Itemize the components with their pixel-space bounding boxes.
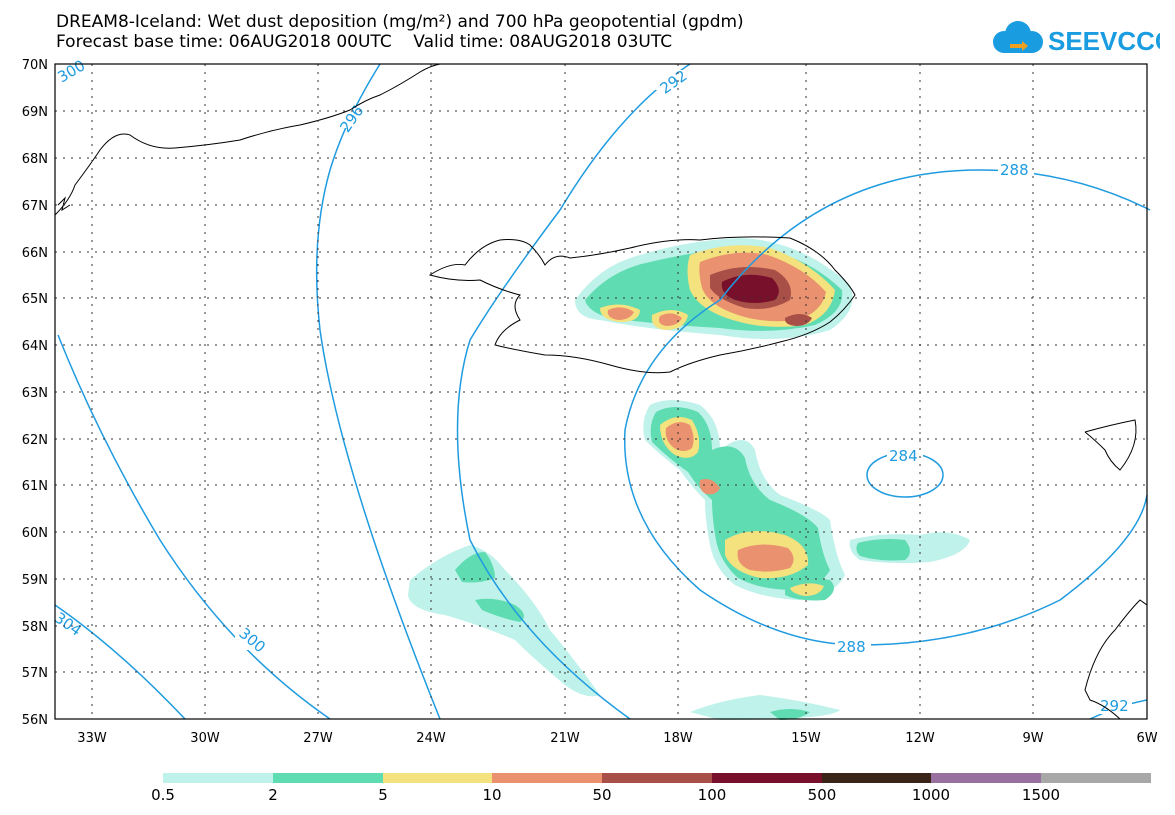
lon-label: 9W — [1022, 731, 1043, 746]
legend-label: 50 — [592, 786, 612, 804]
lat-label: 60N — [22, 526, 48, 541]
legend-swatch — [602, 773, 712, 783]
legend-swatch — [711, 773, 822, 783]
legend-swatch — [931, 773, 1042, 783]
seevccc-logo: SEEVCCC — [993, 21, 1160, 56]
coastlines — [54, 63, 1148, 720]
lat-label: 57N — [22, 666, 48, 681]
lon-label: 33W — [77, 731, 107, 746]
lat-label: 56N — [22, 713, 48, 728]
lon-label: 27W — [303, 731, 333, 746]
lat-label: 65N — [22, 292, 48, 307]
longitude-axis: 33W 30W 27W 24W 21W 18W 15W 12W 9W 6W — [77, 731, 1157, 746]
dust-deposition-fill — [408, 238, 970, 720]
legend-label: 0.5 — [151, 786, 175, 804]
contour-label: 284 — [889, 447, 918, 465]
lon-label: 6W — [1136, 731, 1157, 746]
chart-subtitle: Forecast base time: 06AUG2018 00UTC Vali… — [56, 32, 673, 52]
lon-label: 21W — [550, 731, 580, 746]
color-legend — [163, 773, 1152, 783]
legend-label: 10 — [482, 786, 502, 804]
legend-swatch — [821, 773, 932, 783]
contour-label: 288 — [837, 638, 866, 656]
contour-label: 292 — [1100, 697, 1129, 715]
graticule — [55, 64, 1147, 719]
lat-label: 62N — [22, 433, 48, 448]
lat-label: 70N — [22, 58, 48, 73]
legend-swatch — [382, 773, 493, 783]
logo-text: SEEVCCC — [1048, 26, 1160, 56]
legend-label: 100 — [697, 786, 727, 804]
lat-label: 66N — [22, 246, 48, 261]
legend-swatch — [1041, 773, 1152, 783]
legend-label: 1500 — [1021, 786, 1061, 804]
lon-label: 18W — [663, 731, 693, 746]
lon-label: 15W — [791, 731, 821, 746]
legend-label: 500 — [807, 786, 837, 804]
lat-label: 69N — [22, 105, 48, 120]
lat-label: 58N — [22, 620, 48, 635]
lat-label: 61N — [22, 479, 48, 494]
lat-label: 67N — [22, 199, 48, 214]
map-area: 300 296 292 288 288 284 300 304 292 — [51, 56, 1151, 720]
lat-label: 68N — [22, 152, 48, 167]
cloud-icon — [993, 21, 1043, 53]
legend-label: 5 — [378, 786, 388, 804]
lat-label: 59N — [22, 573, 48, 588]
lat-label: 63N — [22, 386, 48, 401]
legend-swatch — [272, 773, 383, 783]
legend-swatch — [492, 773, 603, 783]
lon-label: 24W — [416, 731, 446, 746]
lon-label: 30W — [190, 731, 220, 746]
legend-swatch — [163, 773, 273, 783]
lat-label: 64N — [22, 339, 48, 354]
legend-label: 2 — [268, 786, 278, 804]
contour-label: 288 — [1000, 161, 1029, 179]
chart-title: DREAM8-Iceland: Wet dust deposition (mg/… — [56, 12, 744, 32]
geopotential-contours — [54, 63, 1151, 720]
legend-label: 1000 — [911, 786, 951, 804]
latitude-axis: 70N 69N 68N 67N 66N 65N 64N 63N 62N 61N … — [22, 58, 48, 728]
lon-label: 12W — [905, 731, 935, 746]
